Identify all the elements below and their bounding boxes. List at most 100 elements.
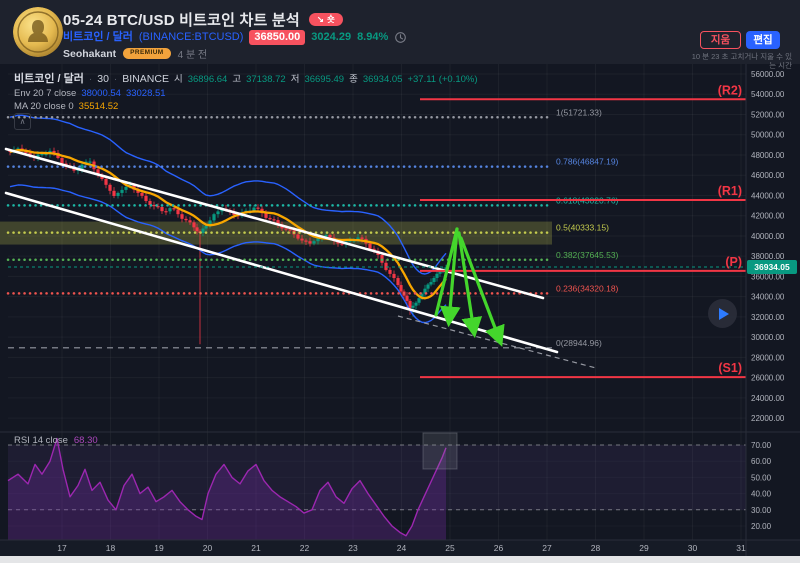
time-axis-label: 20 (203, 543, 213, 553)
candle (300, 238, 304, 241)
candle (328, 234, 332, 238)
edit-note-line2: 는 시간 (769, 60, 792, 70)
chart-legend: 비트코인 / 달러 · 30 · BINANCE 시 36896.64 고 3713… (14, 70, 478, 114)
time-axis-label: 23 (348, 543, 358, 553)
time-axis-label: 27 (542, 543, 552, 553)
replay-play-button[interactable] (708, 299, 737, 328)
time-axis-label: 31 (736, 543, 746, 553)
legend-interval: 30 (97, 73, 109, 85)
candle (140, 192, 144, 196)
idea-header: 05-24 BTC/USD 비트코인 차트 분석 ↘ 숏 비트코인 / 달러 (B… (0, 0, 800, 69)
rsi-axis-label: 40.00 (751, 490, 772, 499)
time-axis-label: 28 (591, 543, 601, 553)
candle (312, 241, 316, 244)
rsi-fill (8, 438, 446, 540)
change-percent: 8.94% (357, 31, 389, 43)
candle (414, 302, 418, 306)
candle (417, 298, 421, 303)
fib-half-band (0, 221, 552, 245)
price-axis-label: 28000.00 (751, 353, 785, 362)
short-badge-label: 숏 (327, 14, 335, 25)
close-value: 36934.05 (362, 74, 403, 85)
rsi-axis-label: 50.00 (751, 473, 772, 482)
pivot-label: (R2) (718, 83, 742, 97)
candle (216, 211, 220, 215)
price-axis[interactable] (746, 64, 800, 540)
avatar[interactable] (13, 7, 63, 57)
time-axis-label: 24 (397, 543, 407, 553)
legend-exchange: BINANCE (122, 73, 169, 85)
price-axis-label: 24000.00 (751, 394, 785, 403)
rsi-pane[interactable] (8, 432, 746, 540)
candle (40, 153, 44, 156)
candle (356, 237, 360, 241)
candle (405, 295, 409, 301)
price-axis-label: 38000.00 (751, 252, 785, 261)
delete-button[interactable]: 지움 (700, 31, 741, 49)
time-axis-label: 30 (688, 543, 698, 553)
envelope-indicator-name: Env 20 7 close (14, 88, 77, 99)
price-axis-label: 34000.00 (751, 293, 785, 302)
legend-envelope-row[interactable]: Env 20 7 close 38000.54 33028.51 (14, 88, 478, 99)
legend-collapse-button[interactable]: ∧ (14, 113, 31, 130)
candle (284, 228, 288, 230)
candle (423, 288, 427, 294)
current-price-tag-label: 36934.05 (754, 262, 790, 272)
candle (316, 237, 320, 242)
candle (80, 164, 84, 170)
time-axis-label: 21 (251, 543, 261, 553)
symbol-link[interactable]: 비트코인 / 달러 (63, 31, 133, 43)
exchange-link[interactable]: (BINANCE:BTCUSD) (138, 31, 244, 43)
time-axis-background (0, 540, 800, 556)
envelope-upper-value: 38000.54 (81, 88, 121, 99)
time-axis-label: 26 (494, 543, 504, 553)
candle (399, 285, 403, 292)
envelope-lower-line (9, 184, 447, 324)
legend-symbol-row[interactable]: 비트코인 / 달러 · 30 · BINANCE 시 36896.64 고 3713… (14, 70, 478, 86)
candle (296, 234, 300, 239)
short-direction-badge: ↘ 숏 (308, 12, 343, 27)
separator-dot: · (113, 74, 118, 85)
candle (256, 207, 260, 209)
candle (420, 293, 424, 299)
edit-window-note: 10 분 23 초 고치거나 지울 수 있 는 시간 (692, 52, 792, 70)
candle (438, 271, 442, 274)
author-name[interactable]: Seohakant (63, 47, 117, 60)
candle (172, 208, 176, 210)
candle (201, 228, 205, 233)
edit-button[interactable]: 편집 (746, 31, 780, 49)
candle (188, 220, 192, 223)
candle (264, 213, 268, 218)
time-axis[interactable] (0, 540, 746, 556)
rsi-axis-label: 20.00 (751, 522, 772, 531)
fib-level-label: 0.5(40333.15) (556, 223, 609, 233)
rsi-indicator-name: RSI 14 close (14, 435, 68, 446)
candle (164, 211, 168, 213)
price-axis-label: 52000.00 (751, 110, 785, 119)
idea-title[interactable]: 05-24 BTC/USD 비트코인 차트 분석 (63, 12, 300, 29)
main-chart-pane[interactable] (8, 64, 746, 432)
rsi-highlight-box (422, 432, 458, 470)
candle (372, 248, 376, 251)
candle (348, 240, 352, 242)
price-axis-label: 50000.00 (751, 131, 785, 140)
candle (308, 241, 312, 244)
time-ago: 4 분 전 (177, 50, 208, 61)
rsi-legend[interactable]: RSI 14 close 68.30 (14, 435, 98, 446)
page-background-strip (0, 556, 800, 563)
legend-ma-row[interactable]: MA 20 close 0 35514.52 (14, 101, 478, 112)
envelope-upper-line (9, 114, 447, 275)
candle (88, 161, 92, 163)
separator-dot: · (88, 74, 93, 85)
candle (411, 305, 415, 308)
pivot-label: (S1) (718, 361, 742, 375)
envelope-lower-value: 33028.51 (125, 88, 166, 99)
candle (116, 192, 120, 196)
candle (272, 219, 276, 221)
candle (208, 220, 212, 226)
pivot-label: (R1) (718, 184, 742, 198)
candle (120, 189, 124, 193)
candle (268, 217, 272, 220)
candle (44, 153, 48, 156)
